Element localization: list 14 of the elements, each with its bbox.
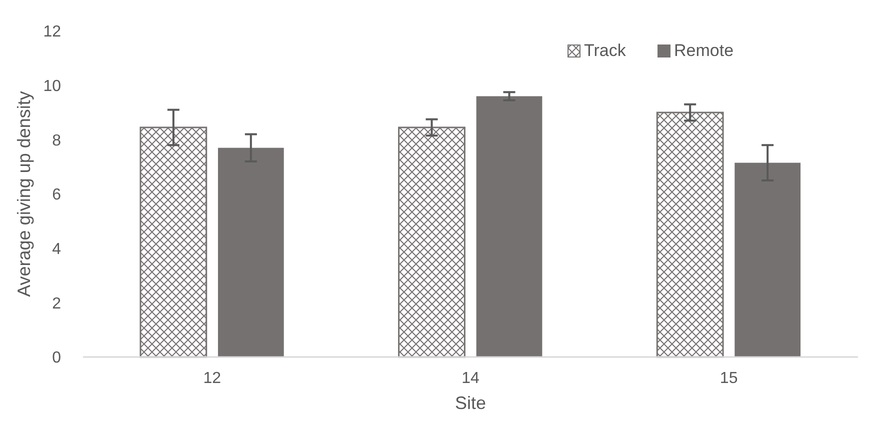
legend-label: Remote (674, 41, 734, 60)
y-tick-label: 10 (43, 78, 62, 95)
y-tick-label: 8 (52, 132, 62, 150)
y-tick-label: 4 (52, 240, 62, 258)
legend-label: Track (584, 41, 626, 60)
y-tick-label: 0 (52, 350, 62, 367)
y-tick-label: 6 (52, 186, 62, 204)
x-tick-label: 14 (462, 370, 480, 387)
y-axis-title: Average giving up density (14, 91, 34, 297)
x-tick-label: 12 (203, 370, 222, 387)
x-axis-title: Site (454, 393, 486, 413)
x-tick-label: 15 (720, 370, 738, 387)
y-tick-label: 2 (52, 295, 62, 312)
y-tick-label: 12 (43, 24, 62, 41)
